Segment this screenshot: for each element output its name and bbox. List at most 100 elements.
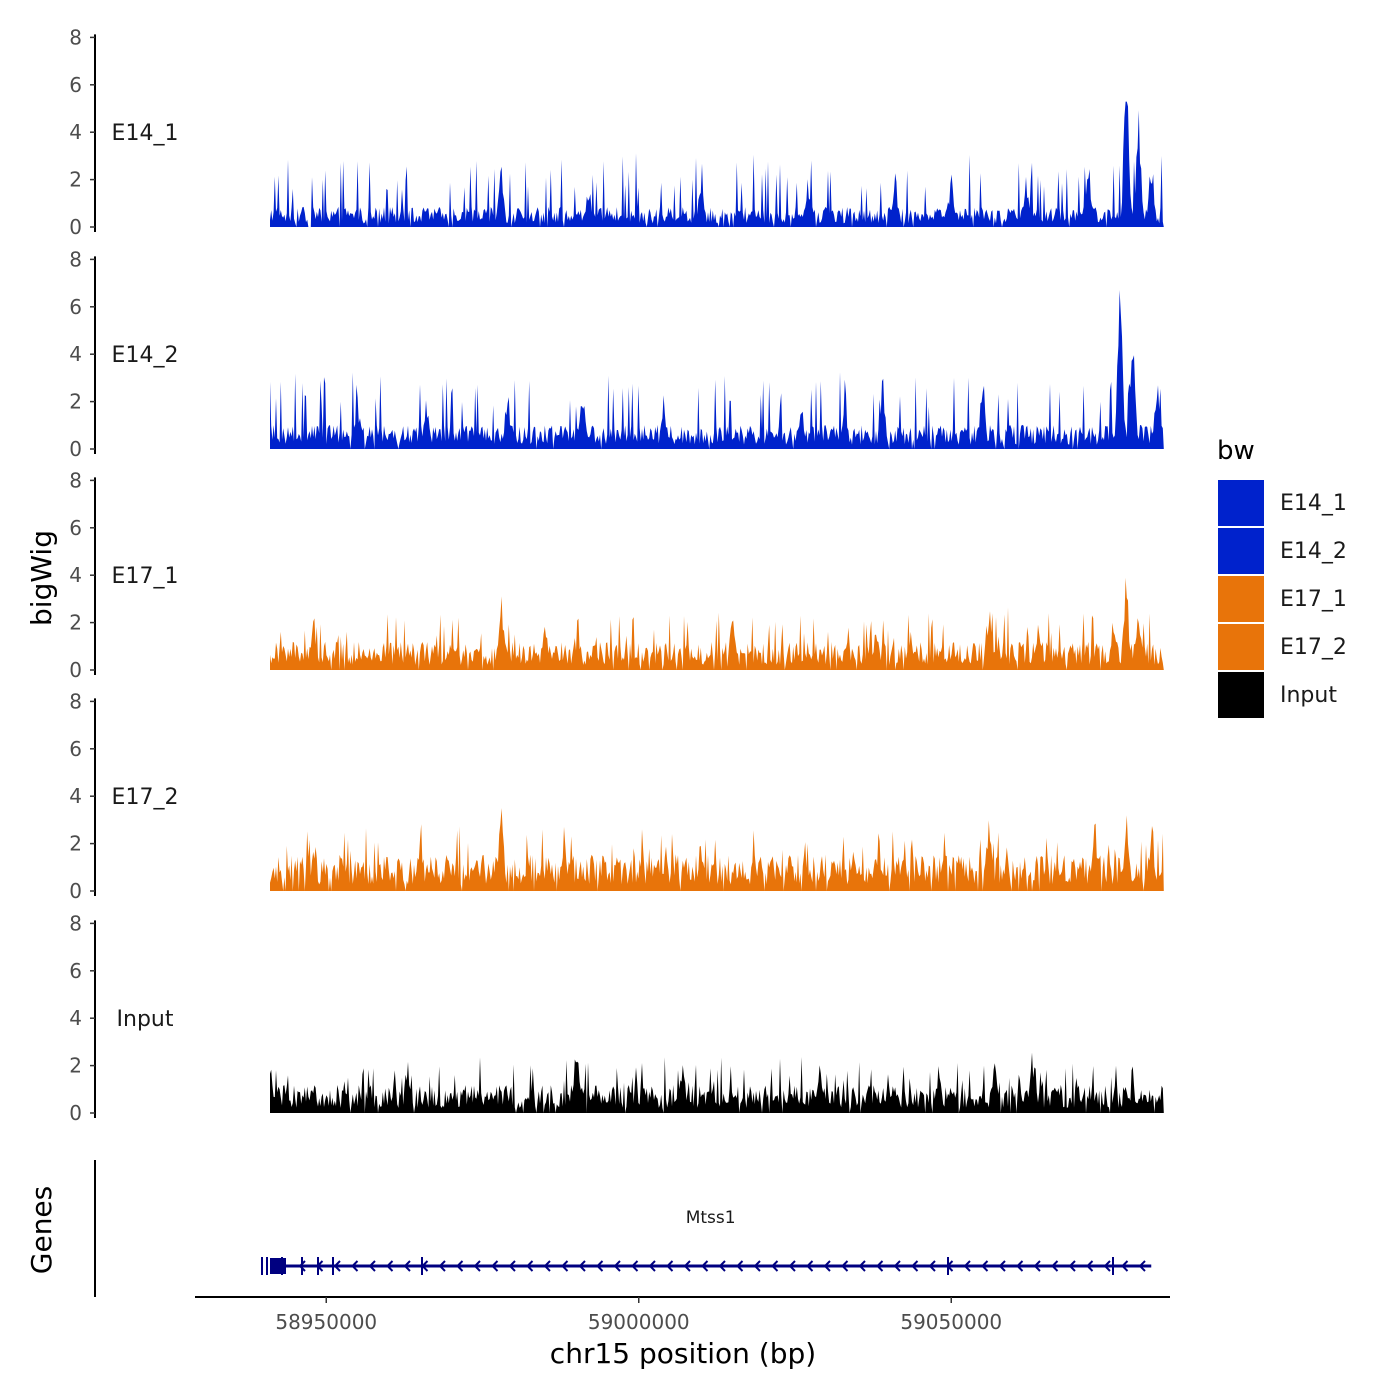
- track-label: E14_2: [112, 343, 179, 368]
- strand-arrow: [526, 1260, 534, 1272]
- legend-item-E17_2: E17_2: [1218, 624, 1347, 670]
- strand-arrow: [403, 1260, 411, 1272]
- strand-arrow: [718, 1260, 726, 1272]
- strand-arrow: [736, 1260, 744, 1272]
- signal-area-E17_2: [270, 808, 1164, 891]
- strand-arrow: [351, 1260, 359, 1272]
- strand-arrow: [841, 1260, 849, 1272]
- strand-arrow: [701, 1260, 709, 1272]
- strand-arrow: [578, 1260, 586, 1272]
- legend-item-Input: Input: [1218, 672, 1337, 718]
- y-tick-label: 8: [69, 468, 82, 492]
- y-tick-label: 2: [69, 611, 82, 635]
- strand-arrow: [613, 1260, 621, 1272]
- gene-Mtss1: Mtss1: [261, 1208, 1152, 1275]
- strand-arrow: [788, 1260, 796, 1272]
- strand-arrow: [491, 1260, 499, 1272]
- strand-arrow: [858, 1260, 866, 1272]
- strand-arrow: [596, 1260, 604, 1272]
- y-tick-label: 6: [69, 73, 82, 97]
- legend-swatch: [1218, 576, 1264, 622]
- y-tick-label: 4: [69, 1006, 82, 1030]
- legend-swatch: [1218, 480, 1264, 526]
- legend-item-E17_1: E17_1: [1218, 576, 1347, 622]
- strand-arrow: [648, 1260, 656, 1272]
- signal-area-E17_1: [270, 577, 1164, 670]
- y-tick-label: 4: [69, 563, 82, 587]
- y-axis-title: bigWig: [25, 530, 58, 626]
- strand-arrow: [298, 1260, 306, 1272]
- x-tick-label: 58950000: [275, 1310, 377, 1334]
- legend-title: bw: [1217, 436, 1255, 466]
- strand-arrow: [1068, 1260, 1076, 1272]
- strand-arrow: [508, 1260, 516, 1272]
- track-E14_2: 0 2 4 6 8 E14_2: [69, 247, 1164, 461]
- strand-arrow: [1121, 1260, 1129, 1272]
- legend-item-E14_2: E14_2: [1218, 528, 1347, 574]
- y-tick-label: 2: [69, 168, 82, 192]
- track-E14_1: 0 2 4 6 8 E14_1: [69, 25, 1164, 239]
- y-tick-label: 8: [69, 911, 82, 935]
- legend-label: E14_2: [1280, 539, 1347, 564]
- strand-arrow: [806, 1260, 814, 1272]
- strand-arrow: [1103, 1260, 1111, 1272]
- legend-swatch: [1218, 528, 1264, 574]
- track-Input: 0 2 4 6 8 Input: [69, 911, 1164, 1125]
- strand-arrow: [561, 1260, 569, 1272]
- x-axis-title: chr15 position (bp): [550, 1337, 816, 1370]
- strand-arrow: [1033, 1260, 1041, 1272]
- y-tick-label: 8: [69, 25, 82, 49]
- y-tick-label: 0: [69, 879, 82, 903]
- strand-arrow: [473, 1260, 481, 1272]
- strand-arrow: [368, 1260, 376, 1272]
- strand-arrow: [1016, 1260, 1024, 1272]
- strand-arrow: [421, 1260, 429, 1272]
- legend-label: E17_1: [1280, 587, 1347, 612]
- y-tick-label: 4: [69, 120, 82, 144]
- strand-arrow: [823, 1260, 831, 1272]
- strand-arrow: [1051, 1260, 1059, 1272]
- y-tick-label: 2: [69, 832, 82, 856]
- y-tick-label: 2: [69, 390, 82, 414]
- signal-area-E14_1: [270, 101, 1164, 227]
- strand-arrow: [981, 1260, 989, 1272]
- strand-arrow: [386, 1260, 394, 1272]
- y-tick-label: 6: [69, 295, 82, 319]
- strand-arrow: [753, 1260, 761, 1272]
- strand-arrow: [771, 1260, 779, 1272]
- strand-arrow: [631, 1260, 639, 1272]
- legend-label: E14_1: [1280, 491, 1347, 516]
- strand-arrow: [438, 1260, 446, 1272]
- strand-arrow: [998, 1260, 1006, 1272]
- legend-swatch: [1218, 624, 1264, 670]
- genes-axis-title: Genes: [25, 1186, 58, 1274]
- strand-arrow: [333, 1260, 341, 1272]
- legend: bw E14_1 E14_2 E17_1 E17_2 Input: [1217, 436, 1347, 718]
- strand-arrow: [543, 1260, 551, 1272]
- y-tick-label: 0: [69, 215, 82, 239]
- legend-item-E14_1: E14_1: [1218, 480, 1347, 526]
- strand-arrow: [316, 1260, 324, 1272]
- strand-arrow: [666, 1260, 674, 1272]
- legend-label: E17_2: [1280, 635, 1347, 660]
- legend-label: Input: [1280, 683, 1337, 708]
- strand-arrow: [876, 1260, 884, 1272]
- strand-arrow: [683, 1260, 691, 1272]
- y-tick-label: 2: [69, 1054, 82, 1078]
- x-tick-label: 59050000: [900, 1310, 1002, 1334]
- tracks-group: 0 2 4 6 8 E14_1 0 2 4 6 8 E14_2 0 2 4 6 8 E17_1 0 2 4 6 8 E17_2…: [69, 25, 1164, 1125]
- strand-arrow: [946, 1260, 954, 1272]
- y-tick-label: 4: [69, 784, 82, 808]
- track-label: E14_1: [112, 121, 179, 146]
- track-E17_2: 0 2 4 6 8 E17_2: [69, 689, 1164, 903]
- strand-arrow: [1138, 1260, 1146, 1272]
- x-tick-label: 59000000: [588, 1310, 690, 1334]
- strand-arrow: [1086, 1260, 1094, 1272]
- track-label: E17_2: [112, 785, 179, 810]
- track-label: Input: [117, 1007, 174, 1032]
- strand-arrow: [928, 1260, 936, 1272]
- y-tick-label: 0: [69, 658, 82, 682]
- y-tick-label: 6: [69, 959, 82, 983]
- gene-label: Mtss1: [686, 1208, 736, 1228]
